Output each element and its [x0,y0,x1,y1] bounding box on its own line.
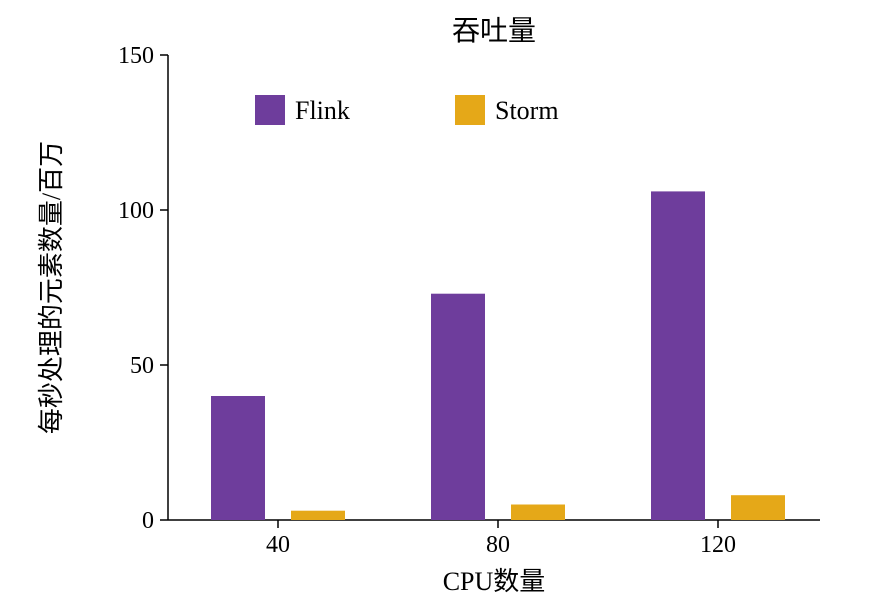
legend-label-storm: Storm [495,96,559,125]
bar-storm-80 [511,505,565,521]
y-tick-label: 100 [118,198,154,224]
y-tick-label: 150 [118,43,154,69]
legend-swatch-flink [255,95,285,125]
bar-storm-120 [731,495,785,520]
chart-title: 吞吐量 [452,15,536,47]
y-tick-label: 0 [142,508,154,534]
bar-flink-120 [651,191,705,520]
bar-storm-40 [291,511,345,520]
legend-label-flink: Flink [295,96,350,125]
x-tick-label: 120 [700,532,736,558]
bar-flink-80 [431,294,485,520]
x-tick-label: 40 [266,532,290,558]
bar-flink-40 [211,396,265,520]
y-axis-label: 每秒处理的元素数量/百万 [37,141,66,434]
y-tick-label: 50 [130,353,154,379]
chart-svg: 0 50 100 150 40 80 120 吞吐量 CPU数量 每秒处理的元素数量/百万 Flin… [0,0,876,613]
x-tick-label: 80 [486,532,510,558]
throughput-bar-chart: 0 50 100 150 40 80 120 吞吐量 CPU数量 每秒处理的元素数量/百万 Flin… [0,0,876,613]
legend-swatch-storm [455,95,485,125]
x-axis-label: CPU数量 [443,567,546,596]
